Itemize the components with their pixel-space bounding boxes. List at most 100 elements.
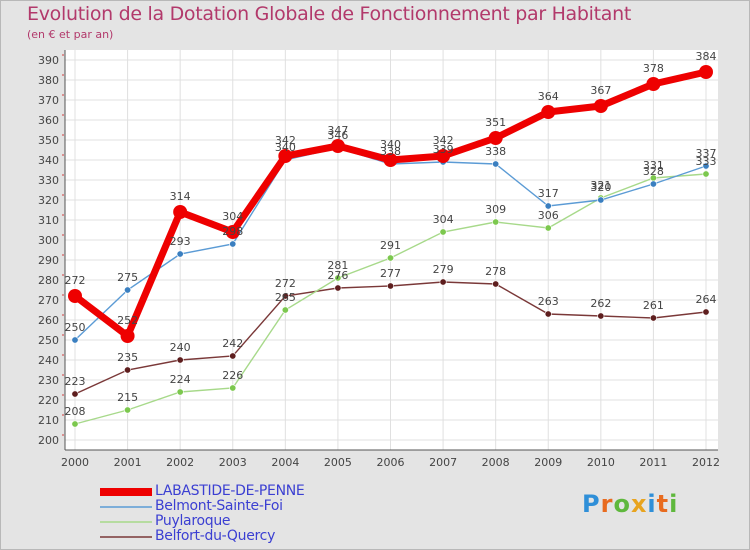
data-point-puylaroque bbox=[386, 254, 394, 262]
data-label-belfort-du-quercy: 262 bbox=[590, 297, 611, 310]
data-label-belfort-du-quercy: 263 bbox=[538, 295, 559, 308]
y-tick-label: 390 bbox=[38, 54, 59, 67]
data-label-puylaroque: 333 bbox=[696, 155, 717, 168]
data-label-labastide-de-penne: 342 bbox=[275, 134, 296, 147]
data-point-puylaroque bbox=[492, 218, 500, 226]
data-point-belfort-du-quercy bbox=[124, 366, 132, 374]
legend-swatch-belfort bbox=[100, 535, 152, 538]
data-point-labastide-de-penne bbox=[699, 65, 713, 79]
data-point-belfort-du-quercy bbox=[71, 390, 79, 398]
y-tick-label: 370 bbox=[38, 94, 59, 107]
x-tick-label: 2010 bbox=[587, 456, 615, 469]
data-point-belfort-du-quercy bbox=[281, 292, 289, 300]
legend-swatch-belmont bbox=[100, 505, 152, 508]
data-label-belmont-sainte-foi: 337 bbox=[696, 147, 717, 160]
plot-background bbox=[65, 50, 718, 450]
data-label-belmont-sainte-foi: 250 bbox=[65, 321, 86, 334]
data-label-puylaroque: 281 bbox=[327, 259, 348, 272]
data-point-puylaroque bbox=[71, 420, 79, 428]
x-tick-label: 2008 bbox=[482, 456, 510, 469]
data-point-labastide-de-penne bbox=[646, 77, 661, 91]
data-point-belmont-sainte-foi bbox=[229, 240, 237, 248]
data-label-labastide-de-penne: 340 bbox=[380, 138, 401, 151]
data-label-labastide-de-penne: 314 bbox=[170, 190, 191, 203]
data-label-belmont-sainte-foi: 346 bbox=[327, 129, 348, 142]
logo-letter: P bbox=[582, 490, 601, 518]
data-point-labastide-de-penne bbox=[225, 225, 240, 239]
x-tick-label: 2007 bbox=[429, 456, 457, 469]
chart-title: Evolution de la Dotation Globale de Fonc… bbox=[27, 3, 632, 25]
x-tick-label: 2004 bbox=[271, 456, 299, 469]
data-label-belmont-sainte-foi: 339 bbox=[433, 143, 454, 156]
data-point-labastide-de-penne bbox=[68, 289, 82, 303]
y-tick-label: 210 bbox=[38, 414, 59, 427]
data-label-puylaroque: 306 bbox=[538, 209, 559, 222]
data-label-puylaroque: 208 bbox=[65, 405, 86, 418]
data-point-belfort-du-quercy bbox=[597, 312, 605, 320]
y-tick-label: 260 bbox=[38, 314, 59, 327]
data-point-belmont-sainte-foi bbox=[176, 250, 184, 258]
data-label-puylaroque: 224 bbox=[170, 373, 191, 386]
legend-swatch-puylaroque bbox=[100, 520, 152, 523]
logo-letter: i bbox=[647, 490, 657, 518]
y-tick-label: 310 bbox=[38, 214, 59, 227]
logo-letter: r bbox=[600, 490, 614, 518]
y-tick-label: 330 bbox=[38, 174, 59, 187]
data-label-puylaroque: 321 bbox=[590, 179, 611, 192]
data-point-belmont-sainte-foi bbox=[544, 202, 552, 210]
data-label-belmont-sainte-foi: 320 bbox=[590, 181, 611, 194]
data-label-belfort-du-quercy: 240 bbox=[170, 341, 191, 354]
y-tick-label: 280 bbox=[38, 274, 59, 287]
x-tick-label: 2005 bbox=[324, 456, 352, 469]
data-point-belfort-du-quercy bbox=[334, 284, 342, 292]
data-point-puylaroque bbox=[281, 306, 289, 314]
data-point-belfort-du-quercy bbox=[229, 352, 237, 360]
data-point-belfort-du-quercy bbox=[176, 356, 184, 364]
data-point-belmont-sainte-foi bbox=[597, 196, 605, 204]
legend-label: Belfort-du-Quercy bbox=[155, 528, 276, 544]
data-label-belfort-du-quercy: 276 bbox=[327, 269, 348, 282]
y-tick-label: 340 bbox=[38, 154, 59, 167]
data-label-belmont-sainte-foi: 275 bbox=[117, 271, 138, 284]
x-tick-label: 2011 bbox=[639, 456, 667, 469]
series-lines bbox=[68, 65, 713, 428]
x-tick-label: 2012 bbox=[692, 456, 720, 469]
proxiti-logo: Proxiti bbox=[582, 490, 678, 518]
data-point-puylaroque bbox=[124, 406, 132, 414]
legend: LABASTIDE-DE-PENNE Belmont-Sainte-Foi Pu… bbox=[100, 484, 305, 544]
data-label-belfort-du-quercy: 223 bbox=[65, 375, 86, 388]
data-point-labastide-de-penne bbox=[173, 205, 188, 219]
y-tick-label: 320 bbox=[38, 194, 59, 207]
y-tick-label: 240 bbox=[38, 354, 59, 367]
data-point-puylaroque bbox=[334, 274, 342, 282]
data-label-belfort-du-quercy: 242 bbox=[222, 337, 243, 350]
data-point-labastide-de-penne bbox=[120, 329, 135, 343]
x-tick-label: 2009 bbox=[534, 456, 562, 469]
x-tick-label: 2001 bbox=[114, 456, 142, 469]
data-point-belmont-sainte-foi bbox=[124, 286, 132, 294]
data-label-labastide-de-penne: 272 bbox=[65, 274, 86, 287]
data-point-labastide-de-penne bbox=[330, 139, 345, 153]
data-label-belmont-sainte-foi: 338 bbox=[485, 145, 506, 158]
data-point-puylaroque bbox=[176, 388, 184, 396]
data-label-belfort-du-quercy: 235 bbox=[117, 351, 138, 364]
grid bbox=[65, 50, 718, 450]
legend-label: Puylaroque bbox=[155, 513, 231, 529]
y-tick-label: 380 bbox=[38, 74, 59, 87]
legend-item-puylaroque: Puylaroque bbox=[100, 514, 304, 529]
data-label-belmont-sainte-foi: 317 bbox=[538, 187, 559, 200]
legend-item-labastide: LABASTIDE-DE-PENNE bbox=[100, 484, 305, 499]
data-point-belfort-du-quercy bbox=[386, 282, 394, 290]
data-point-puylaroque bbox=[702, 170, 710, 178]
data-label-labastide-de-penne: 347 bbox=[327, 124, 348, 137]
data-label-puylaroque: 304 bbox=[433, 213, 454, 226]
data-point-labastide-de-penne bbox=[436, 149, 451, 163]
data-point-belfort-du-quercy bbox=[492, 280, 500, 288]
data-label-labastide-de-penne: 367 bbox=[590, 84, 611, 97]
data-label-puylaroque: 309 bbox=[485, 203, 506, 216]
data-label-belfort-du-quercy: 264 bbox=[696, 293, 717, 306]
data-point-belfort-du-quercy bbox=[544, 310, 552, 318]
data-point-labastide-de-penne bbox=[488, 131, 503, 145]
data-label-labastide-de-penne: 252 bbox=[117, 314, 138, 327]
data-label-labastide-de-penne: 351 bbox=[485, 116, 506, 129]
